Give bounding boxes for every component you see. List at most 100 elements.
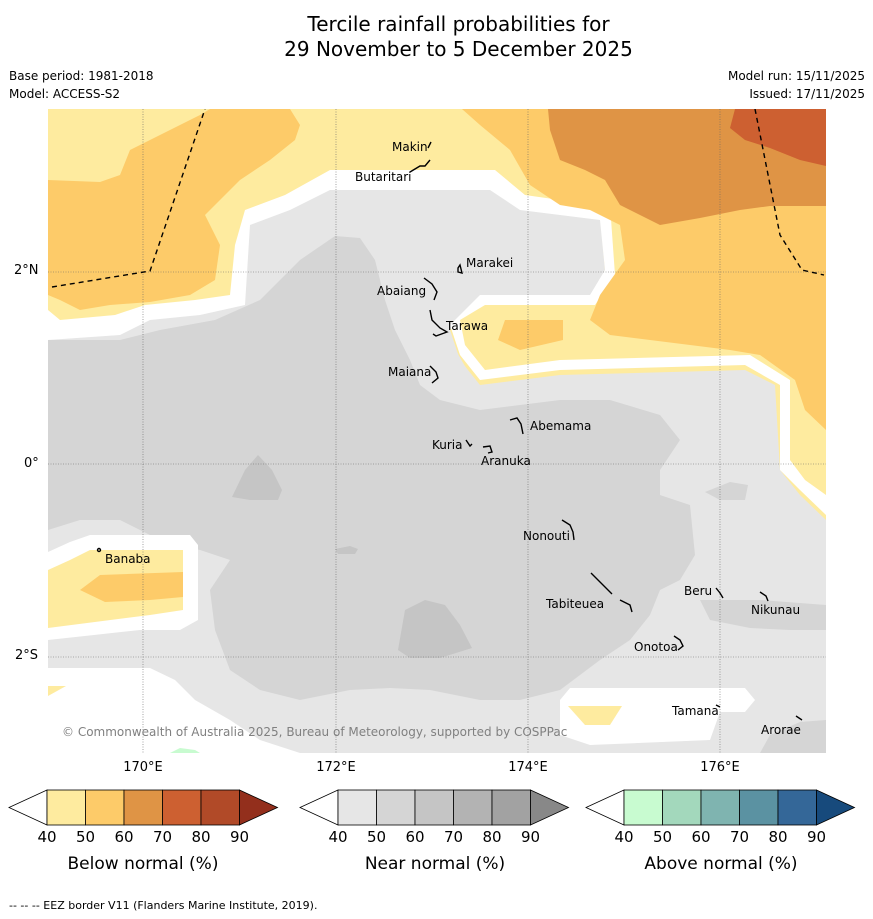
colorbar-above-normal-tick-80: 80 — [768, 828, 788, 846]
colorbar-below-normal-segment-5 — [200, 789, 240, 826]
label-butaritari: Butaritari — [355, 170, 412, 184]
label-banaba: Banaba — [105, 552, 151, 566]
lon-label-176e: 176°E — [700, 760, 740, 775]
label-makin: Makin — [392, 140, 428, 154]
above-normal-50-patch — [170, 748, 200, 753]
colorbar-below-normal-high-extend — [239, 789, 279, 826]
lat-label-2n: 2°N — [14, 263, 39, 278]
meta-left: Base period: 1981-2018 Model: ACCESS-S2 — [9, 67, 154, 103]
colorbar-above-normal-segment-1 — [623, 789, 663, 826]
near-normal-70-patch-east — [705, 482, 748, 500]
colorbar-near-normal-high-extend — [530, 789, 570, 826]
colorbar-near-normal-segment-1 — [337, 789, 377, 826]
colorbar-near-normal-segment-2 — [376, 789, 416, 826]
near-normal-60-region-southeast-2 — [760, 720, 826, 753]
label-beru: Beru — [684, 584, 712, 598]
near-normal-70-patch-west — [232, 455, 282, 500]
island-shape-makin — [427, 141, 432, 149]
colorbar-above-normal-tick-70: 70 — [729, 828, 750, 846]
model-name: Model: ACCESS-S2 — [9, 87, 121, 101]
lon-label-174e: 174°E — [508, 760, 548, 775]
colorbar-near-normal-low-extend — [299, 789, 339, 826]
label-arorae: Arorae — [761, 723, 801, 737]
white-band-tamana — [560, 688, 755, 745]
colorbar-above-normal-segment-2 — [662, 789, 702, 826]
white-band-north — [48, 170, 826, 515]
lon-label-170e: 170°E — [123, 760, 163, 775]
colorbar-below-normal-segment-1 — [46, 789, 86, 826]
gridlines — [48, 109, 826, 753]
colorbar-near-normal-segment-3 — [414, 789, 454, 826]
label-tamana: Tamana — [671, 704, 719, 718]
lat-label-0: 0° — [24, 456, 39, 471]
colorbar-above-normal-tick-40: 40 — [614, 828, 634, 846]
map-area: Makin Butaritari Marakei Abaiang Tarawa … — [48, 109, 826, 753]
label-kuria: Kuria — [432, 438, 463, 452]
colorbar-near-normal — [299, 789, 570, 826]
lon-label-172e: 172°E — [316, 760, 356, 775]
colorbar-below-normal-segment-3 — [123, 789, 163, 826]
colorbar-near-normal-tick-50: 50 — [366, 828, 387, 846]
island-shape-arorae — [795, 715, 803, 721]
colorbar-above-normal-high-extend — [816, 789, 856, 826]
label-nonouti: Nonouti — [523, 529, 570, 543]
island-shape-onotoa — [673, 635, 684, 651]
below-normal-50-region-southwest — [48, 686, 66, 696]
colorbar-near-normal-tick-60: 60 — [405, 828, 425, 846]
colorbar-below-normal-low-extend — [8, 789, 48, 826]
colorbar-above-normal-segment-3 — [700, 789, 740, 826]
colorbar-above-normal-low-extend — [585, 789, 625, 826]
colorbar-near-normal-tick-70: 70 — [443, 828, 464, 846]
island-shape-nikunau — [759, 591, 769, 602]
colorbar-above-normal-segment-5 — [777, 789, 817, 826]
island-shape-tamana — [715, 704, 721, 708]
copyright-notice: © Commonwealth of Australia 2025, Bureau… — [62, 725, 567, 739]
near-normal-60-region — [48, 236, 695, 700]
colorbar-below-normal-tick-60: 60 — [114, 828, 134, 846]
white-band-south — [48, 668, 300, 753]
colorbar-below-normal-tick-80: 80 — [191, 828, 211, 846]
eez-border-west — [51, 109, 206, 288]
label-aranuka: Aranuka — [481, 454, 531, 468]
island-shape-kuria — [465, 439, 473, 448]
island-outlines — [96, 141, 803, 721]
colorbar-below-normal-tick-70: 70 — [152, 828, 173, 846]
colorbar-below-normal-tick-40: 40 — [37, 828, 57, 846]
label-tabiteuea: Tabiteuea — [545, 597, 604, 611]
colorbar-label-near-normal: Near normal (%) — [364, 854, 506, 874]
island-shape-abemama — [509, 417, 524, 435]
island-shape-aranuka — [482, 445, 493, 454]
island-shape-banaba — [96, 547, 102, 553]
colorbar-near-normal-segment-5 — [491, 789, 531, 826]
island-shape-marakei — [457, 263, 463, 274]
island-shape-butaritari — [409, 159, 431, 173]
colorbar-near-normal-segment-4 — [453, 789, 493, 826]
eez-border-east — [754, 109, 825, 276]
colorbar-near-normal-tick-90: 90 — [520, 828, 541, 846]
colorbar-below-normal-tick-50: 50 — [75, 828, 96, 846]
colorbar-above-normal — [585, 789, 856, 826]
label-nikunau: Nikunau — [751, 603, 800, 617]
map-title: Tercile rainfall probabilities for 29 No… — [0, 12, 873, 62]
below-normal-50-region-tamana — [568, 706, 622, 725]
colorbar-above-normal-tick-90: 90 — [806, 828, 827, 846]
near-normal-70-patch-small — [335, 546, 358, 554]
island-shape-nonouti — [561, 519, 575, 541]
colorbar-above-normal-tick-60: 60 — [691, 828, 711, 846]
island-shape-tabiteuea — [590, 572, 633, 613]
near-normal-60-region-southeast — [700, 600, 826, 630]
colorbar-near-normal-tick-80: 80 — [482, 828, 502, 846]
below-normal-80-region — [730, 109, 826, 166]
island-shape-maiana — [429, 365, 439, 384]
colorbar-label-above-normal: Above normal (%) — [644, 854, 798, 874]
eez-border — [51, 109, 825, 288]
model-run: Model run: 15/11/2025 — [727, 69, 865, 83]
label-maiana: Maiana — [388, 365, 431, 379]
label-abaiang: Abaiang — [377, 284, 426, 298]
label-marakei: Marakei — [466, 256, 513, 270]
island-shape-tarawa — [429, 309, 449, 337]
below-normal-60-region-banaba — [80, 572, 183, 602]
near-normal-70-patch-south — [398, 600, 472, 658]
below-normal-60-patch-tarawa — [498, 320, 563, 350]
